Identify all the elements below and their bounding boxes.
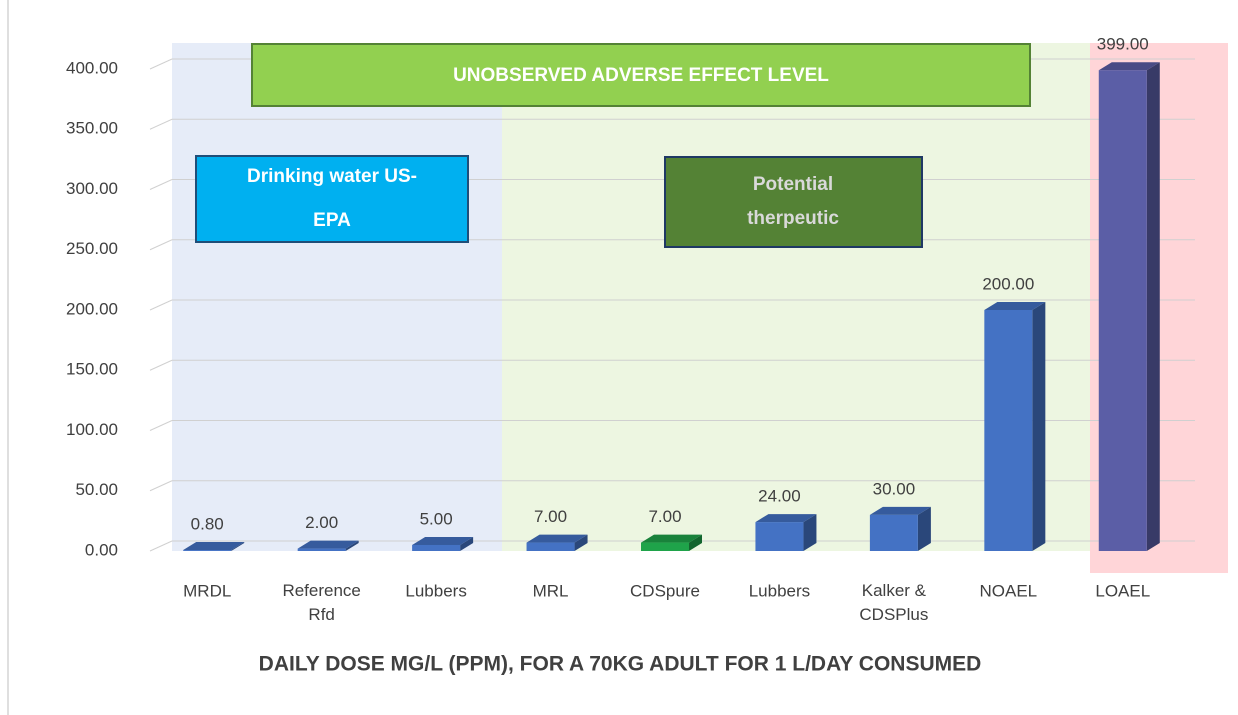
x-tick-label: MRL	[533, 581, 569, 600]
bar-top	[297, 540, 359, 549]
bar-side	[574, 534, 588, 551]
bar-top	[641, 534, 702, 543]
annotation-box	[251, 43, 1031, 107]
x-tick-label: Kalker & CDSPlus	[859, 581, 928, 624]
data-label: 5.00	[420, 509, 453, 528]
annotation: Potential therpeutic	[747, 174, 839, 229]
bar-top	[412, 536, 474, 545]
bar-side	[1032, 302, 1046, 551]
region-drinking-water	[172, 43, 502, 551]
y-tick-label: 400.00	[66, 58, 118, 77]
y-tick-label: 0.00	[85, 540, 118, 559]
grid-line-side	[149, 118, 173, 130]
x-tick-label: NOAEL	[980, 581, 1038, 600]
grid-line-side	[149, 540, 173, 552]
grid-line-side	[149, 179, 173, 190]
y-tick-label: 250.00	[66, 239, 118, 258]
bar-side	[689, 534, 702, 551]
data-label: 200.00	[982, 274, 1034, 293]
x-tick-label: CDSpure	[630, 581, 700, 600]
grid-line-side	[149, 359, 173, 371]
annotation: UNOBSERVED ADVERSE EFFECT LEVEL	[453, 65, 829, 86]
x-tick-label: Lubbers	[405, 581, 466, 600]
bar-side	[1146, 62, 1160, 551]
y-tick-label: 150.00	[66, 360, 118, 379]
y-tick-label: 350.00	[66, 119, 118, 138]
bar	[183, 550, 232, 551]
x-tick-label: MRDL	[183, 581, 231, 600]
data-label: 30.00	[873, 479, 916, 498]
annotation-box	[664, 156, 923, 248]
bar-top	[526, 534, 588, 543]
bar-top	[1098, 62, 1160, 71]
data-label: 399.00	[1097, 35, 1149, 54]
bar-side	[917, 506, 931, 551]
bar	[1098, 70, 1147, 551]
bar	[641, 542, 689, 551]
annotation-box	[195, 155, 469, 243]
bar-side	[345, 540, 359, 551]
data-label: 7.00	[648, 507, 681, 526]
x-tick-label: LOAEL	[1095, 581, 1150, 600]
x-tick-label: Reference Rfd	[282, 581, 360, 624]
y-tick-label: 50.00	[75, 480, 118, 499]
bar	[869, 514, 918, 551]
grid-line-side	[149, 420, 173, 431]
grid-line-side	[149, 299, 173, 311]
x-tick-label: Lubbers	[749, 581, 810, 600]
bar	[297, 548, 346, 551]
data-label: 2.00	[305, 513, 338, 532]
bar-top	[183, 542, 245, 551]
y-tick-label: 100.00	[66, 420, 118, 439]
bar-side	[231, 542, 245, 551]
annotation: Drinking water US-EPA	[247, 166, 417, 231]
y-tick-label: 300.00	[66, 179, 118, 198]
grid-line-side	[149, 480, 173, 492]
grid-line-side	[149, 239, 173, 251]
bar	[526, 542, 575, 551]
bar-top	[755, 514, 817, 523]
bar	[984, 310, 1033, 551]
data-label: 0.80	[191, 515, 224, 534]
data-label: 24.00	[758, 487, 801, 506]
bar-side	[803, 514, 817, 551]
bar-top	[869, 506, 931, 515]
bar-side	[460, 536, 474, 551]
bar	[412, 544, 461, 551]
y-tick-label: 200.00	[66, 299, 118, 318]
data-label: 7.00	[534, 507, 567, 526]
bar	[755, 522, 804, 551]
bar-top	[984, 302, 1046, 310]
grid-line-side	[149, 58, 173, 70]
x-axis-title: DAILY DOSE MG/L (PPM), FOR A 70KG ADULT …	[259, 653, 982, 676]
